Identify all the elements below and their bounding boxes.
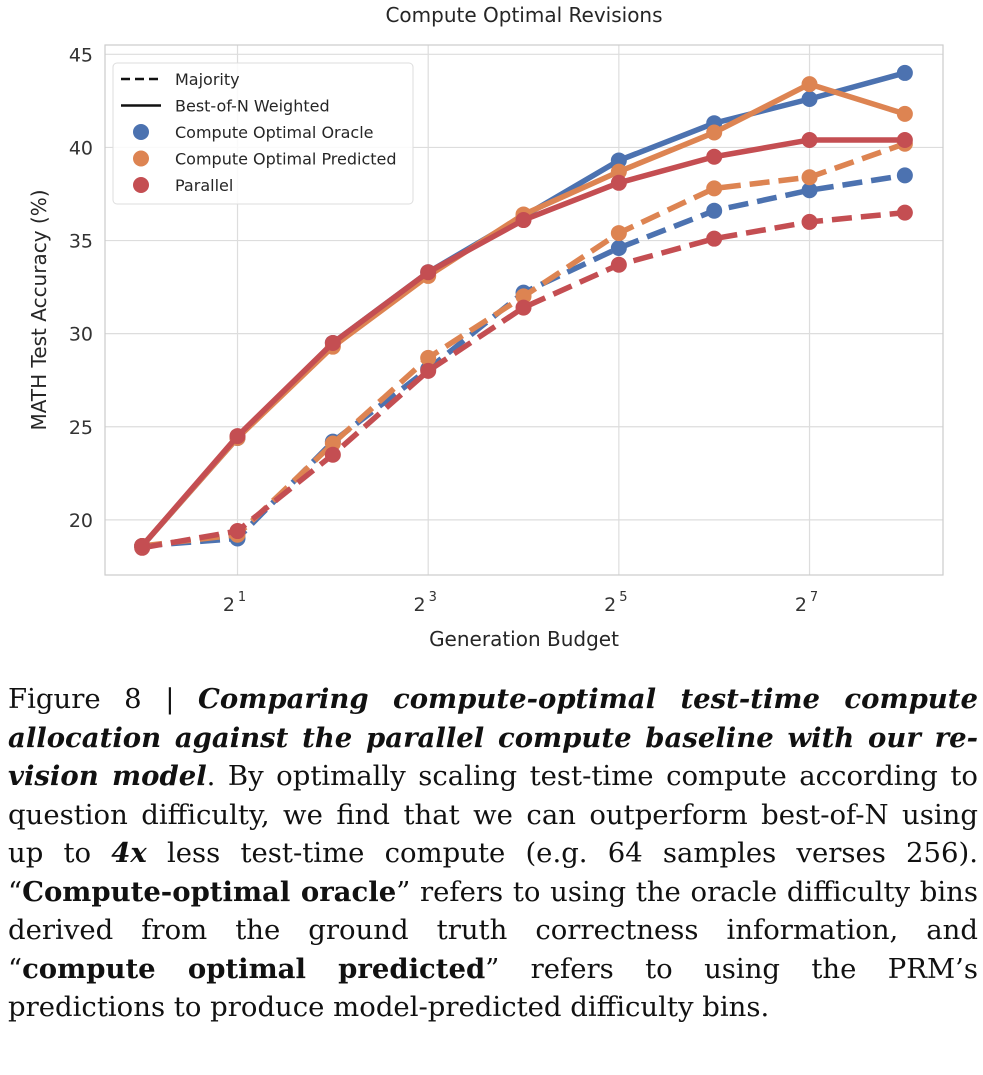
- data-point: [801, 91, 818, 108]
- chart-title: Compute Optimal Revisions: [385, 3, 662, 27]
- legend-label: Compute Optimal Oracle: [175, 123, 374, 142]
- data-point: [420, 264, 437, 281]
- legend-marker: [133, 177, 149, 193]
- series-solid-parallel: [134, 131, 913, 554]
- plot-frame: [104, 44, 944, 576]
- caption-emph-oracle: Compute-optimal oracle: [22, 875, 397, 908]
- caption-text-4: ” refers to using the PRM’s predictions …: [8, 952, 978, 1024]
- data-point: [610, 152, 627, 169]
- y-axis-label: MATH Test Accuracy (%): [27, 189, 51, 430]
- caption-text-1: . By optimally scaling test-time compute…: [8, 760, 978, 869]
- data-point: [896, 167, 913, 184]
- legend-box: [112, 62, 414, 205]
- data-point: [324, 435, 341, 452]
- data-point: [706, 124, 723, 141]
- y-tick-label: 25: [69, 417, 93, 439]
- data-point: [134, 537, 151, 554]
- data-point: [801, 131, 818, 148]
- data-point: [896, 105, 913, 122]
- data-point: [706, 202, 723, 219]
- y-tick-label: 30: [69, 324, 93, 346]
- series-line: [141, 209, 906, 551]
- series-line: [141, 172, 906, 549]
- data-point: [610, 256, 627, 273]
- data-point: [324, 446, 341, 463]
- data-point: [706, 180, 723, 197]
- data-point: [610, 225, 627, 242]
- y-tick-label: 35: [69, 231, 93, 253]
- y-tick-label: 45: [69, 44, 93, 66]
- legend-label: Best-of-N Weighted: [175, 97, 330, 116]
- legend-label: Majority: [175, 70, 240, 89]
- caption-title: Comparing compute-optimal test-time comp…: [8, 683, 978, 792]
- legend: Majority Best-of-N Weighted Compute Optima…: [112, 62, 414, 205]
- caption-label: Figure 8 |: [8, 683, 199, 715]
- data-point: [706, 148, 723, 165]
- data-point: [610, 239, 627, 256]
- data-point: [515, 299, 532, 316]
- figure-caption: Figure 8 | Comparing compute-optimal tes…: [8, 680, 978, 1027]
- data-point: [801, 169, 818, 186]
- data-point: [324, 334, 341, 351]
- data-point: [515, 288, 532, 305]
- data-point: [706, 230, 723, 247]
- y-tick-label: 20: [69, 510, 93, 532]
- data-point: [229, 523, 246, 540]
- data-point: [610, 163, 627, 180]
- chart: Compute Optimal Revisions 20 25 30 35 40 45 2…: [27, 3, 944, 651]
- y-tick-label: 40: [69, 137, 93, 159]
- data-point: [515, 212, 532, 229]
- legend-marker: [133, 124, 149, 140]
- data-point: [801, 213, 818, 230]
- data-point: [420, 362, 437, 379]
- data-point: [229, 428, 246, 445]
- caption-text-2: less test-time compute (e.g. 64 samples …: [8, 837, 979, 908]
- x-axis-label: Generation Budget: [429, 627, 619, 651]
- data-point: [801, 182, 818, 199]
- legend-marker: [133, 150, 149, 167]
- legend-label: Parallel: [175, 176, 233, 195]
- legend-label: Compute Optimal Predicted: [175, 150, 397, 169]
- data-point: [896, 131, 913, 148]
- caption-emph-predicted: compute optimal predicted: [22, 952, 486, 985]
- series-dashed-parallel: [134, 204, 913, 556]
- data-point: [896, 204, 913, 221]
- data-point: [610, 174, 627, 191]
- data-point: [801, 76, 818, 93]
- data-point: [896, 64, 913, 81]
- caption-text-3: ” refers to using the oracle difficulty …: [8, 875, 978, 985]
- caption-emph-4x: 4x: [111, 837, 147, 869]
- data-point: [420, 349, 437, 366]
